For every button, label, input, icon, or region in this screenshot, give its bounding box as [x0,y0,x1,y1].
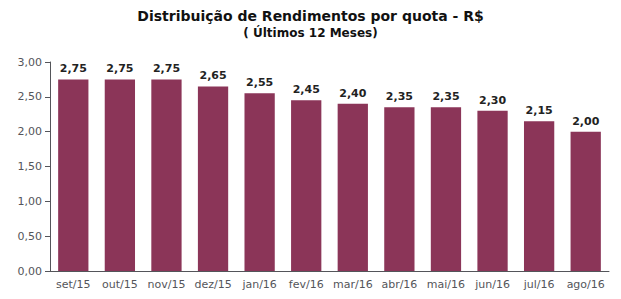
svg-text:mai/16: mai/16 [427,278,465,291]
svg-text:set/15: set/15 [56,278,91,291]
svg-text:2,50: 2,50 [18,90,43,103]
svg-text:out/15: out/15 [102,278,138,291]
svg-text:fev/16: fev/16 [289,278,324,291]
svg-text:2,35: 2,35 [386,90,413,103]
svg-text:2,00: 2,00 [572,115,599,128]
svg-text:dez/15: dez/15 [194,278,231,291]
svg-text:2,75: 2,75 [60,62,87,75]
svg-text:2,55: 2,55 [246,76,273,89]
svg-text:2,40: 2,40 [339,87,366,100]
svg-text:Distribuição de Rendimentos po: Distribuição de Rendimentos por quota - … [137,8,483,24]
svg-text:jun/16: jun/16 [474,278,510,291]
svg-text:2,00: 2,00 [18,125,43,138]
svg-text:2,65: 2,65 [199,69,226,82]
svg-text:abr/16: abr/16 [381,278,417,291]
svg-text:2,45: 2,45 [293,83,320,96]
svg-text:ago/16: ago/16 [567,278,605,291]
svg-text:mar/16: mar/16 [333,278,373,291]
svg-text:2,30: 2,30 [479,94,506,107]
svg-text:jan/16: jan/16 [241,278,276,291]
svg-text:1,00: 1,00 [18,195,43,208]
svg-text:jul/16: jul/16 [523,278,555,291]
svg-text:0,50: 0,50 [18,230,43,243]
svg-text:2,75: 2,75 [153,62,180,75]
svg-text:1,50: 1,50 [18,160,43,173]
svg-text:nov/15: nov/15 [147,278,185,291]
svg-text:2,15: 2,15 [526,104,553,117]
svg-text:3,00: 3,00 [18,56,43,69]
svg-text:0,00: 0,00 [18,265,43,278]
svg-text:( Últimos 12 Meses): ( Últimos 12 Meses) [243,25,377,40]
svg-text:2,75: 2,75 [106,62,133,75]
svg-text:2,35: 2,35 [432,90,459,103]
